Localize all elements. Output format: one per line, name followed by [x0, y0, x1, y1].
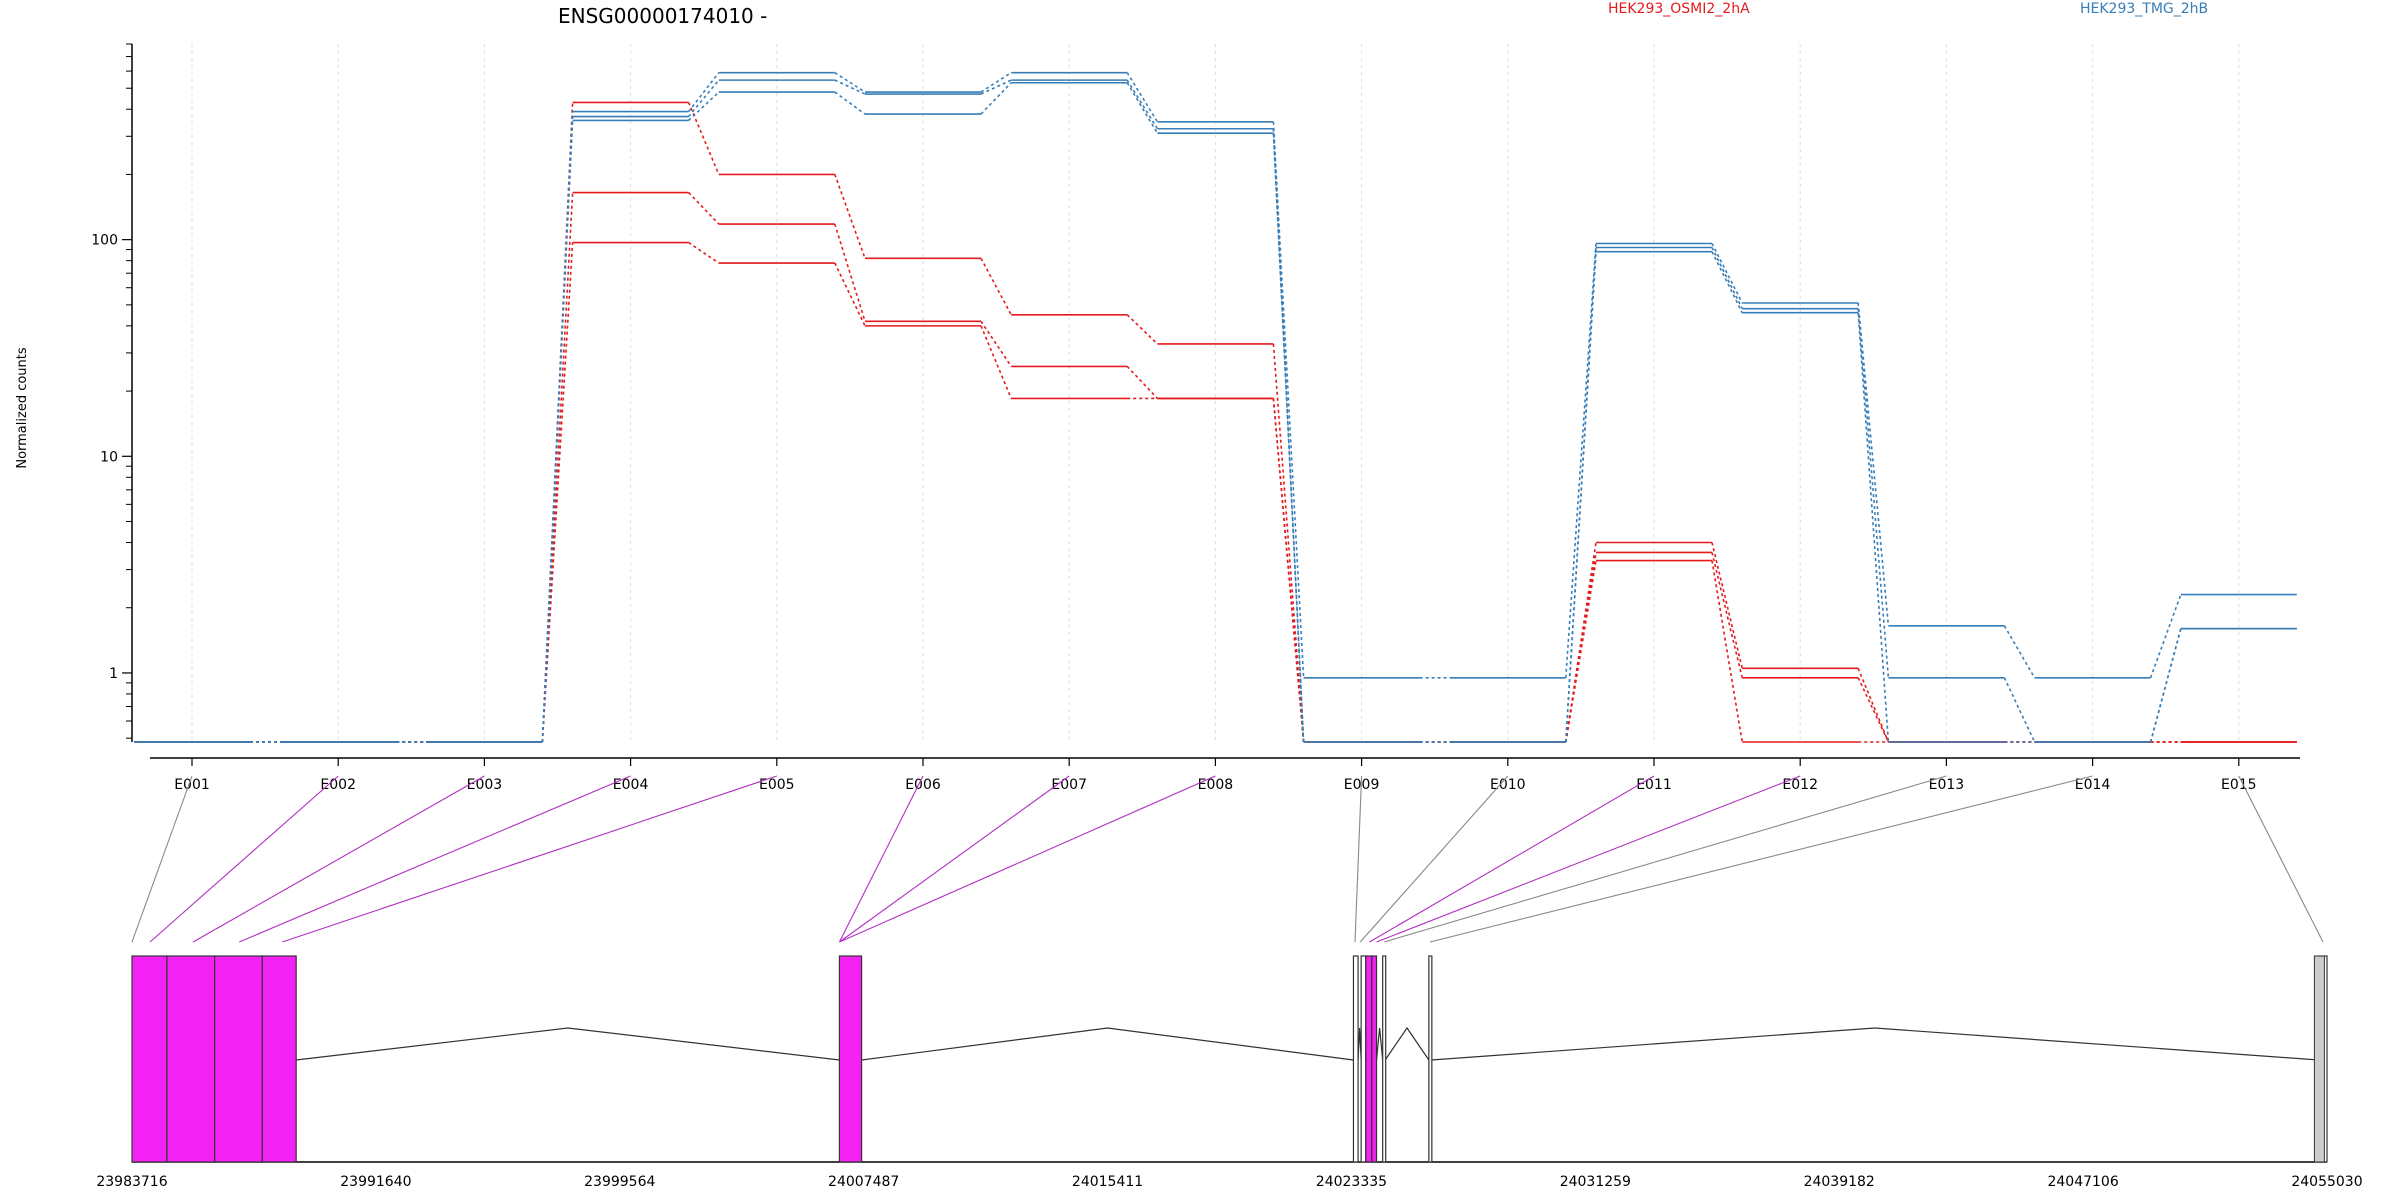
connector-e012 — [1376, 775, 1801, 943]
series-lines — [134, 71, 2297, 743]
y-tick-label-100: 100 — [91, 233, 118, 249]
chart-title: ENSG00000174010 - — [558, 4, 767, 28]
connector-e011 — [1369, 775, 1655, 943]
coord-label-7: 24039182 — [1804, 1174, 1875, 1190]
coord-label-4: 24015411 — [1072, 1174, 1143, 1190]
connector-e001 — [131, 775, 193, 943]
exon-block-e002 — [166, 955, 216, 1163]
coord-label-5: 24023335 — [1316, 1174, 1387, 1190]
x-tick-label-e001: E001 — [174, 777, 210, 793]
coord-label-1: 23991640 — [340, 1174, 411, 1190]
axes — [131, 44, 2300, 759]
y-tick-label-10: 10 — [100, 449, 118, 465]
y-axis-label: Normalized counts — [15, 347, 30, 469]
x-tick-label-e008: E008 — [1198, 777, 1234, 793]
connector-e014 — [1429, 775, 2093, 943]
exon-block-e014 — [1428, 955, 1433, 1163]
connector-e003 — [192, 775, 485, 943]
coord-label-9: 24055030 — [2291, 1174, 2362, 1190]
coord-label-6: 24031259 — [1560, 1174, 1631, 1190]
grid — [191, 44, 2240, 742]
x-tick-label-e012: E012 — [1782, 777, 1818, 793]
intron-line — [1431, 1027, 2319, 1061]
level-transitions — [250, 71, 2182, 743]
level-transitions — [250, 102, 2181, 743]
coord-label-0: 23983716 — [96, 1174, 167, 1190]
genomic-coordinate-ticks: 23983716 23991640 23999564 24007487 24015411… — [96, 1174, 2362, 1190]
exon-block-e013 — [1382, 955, 1387, 1163]
level-transitions — [250, 191, 2181, 743]
exon-connectors — [131, 775, 2324, 943]
x-tick-label-e007: E007 — [1051, 777, 1087, 793]
connector-e013 — [1384, 775, 1947, 943]
series-0-replicate-2 — [134, 191, 2297, 743]
exon-block-e010 — [1360, 955, 1367, 1163]
connector-e006 — [838, 775, 924, 943]
x-tick-label-e011: E011 — [1636, 777, 1672, 793]
exon-block-e004 — [261, 955, 297, 1163]
x-tick-label-e004: E004 — [613, 777, 649, 793]
coord-label-8: 24047106 — [2047, 1174, 2118, 1190]
connector-e002 — [149, 775, 339, 943]
level-transitions — [250, 241, 2181, 743]
gene-model — [131, 955, 2328, 1163]
x-tick-label-e013: E013 — [1929, 777, 1965, 793]
connector-e009 — [1354, 775, 1363, 943]
legend-osmi2: HEK293_OSMI2_2hA — [1608, 1, 1750, 17]
exon-block-e009 — [1352, 955, 1359, 1163]
x-tick-label-e006: E006 — [905, 777, 941, 793]
coord-label-2: 23999564 — [584, 1174, 655, 1190]
legend-tmg: HEK293_TMG_2hB — [2080, 1, 2208, 17]
connector-e005 — [282, 775, 777, 943]
connector-e004 — [239, 775, 631, 943]
connector-e008 — [839, 775, 1216, 943]
coord-label-3: 24007487 — [828, 1174, 899, 1190]
x-tick-label-e010: E010 — [1490, 777, 1526, 793]
exon-block-e001 — [131, 955, 168, 1163]
x-tick-label-e002: E002 — [320, 777, 356, 793]
x-ticks: E001 E002 E003 E004 E005 E006 E007 E008 E009 E010… — [174, 758, 2257, 793]
connector-e007 — [839, 775, 1070, 943]
y-tick-label-1: 1 — [109, 666, 118, 682]
connector-e015 — [2238, 775, 2324, 943]
intron-line — [296, 1027, 840, 1061]
intron-line — [1375, 1027, 1384, 1061]
intron-line — [1384, 1026, 1430, 1061]
x-tick-label-e015: E015 — [2221, 777, 2257, 793]
exon-block-e008 — [838, 955, 863, 1163]
x-tick-label-e014: E014 — [2075, 777, 2111, 793]
exon-block-e003 — [214, 955, 263, 1163]
level-transitions — [250, 82, 2182, 743]
intron-line — [861, 1027, 1354, 1061]
connector-e010 — [1359, 775, 1509, 943]
exon-block-e012 — [1371, 955, 1378, 1163]
exon-block-e011 — [1365, 955, 1373, 1163]
exon-block-e015-fill — [2313, 955, 2325, 1163]
y-ticks: 1 10 100 — [91, 43, 132, 739]
x-tick-label-e003: E003 — [467, 777, 503, 793]
series-1-replicate-3 — [134, 81, 2297, 743]
x-tick-label-e005: E005 — [759, 777, 795, 793]
